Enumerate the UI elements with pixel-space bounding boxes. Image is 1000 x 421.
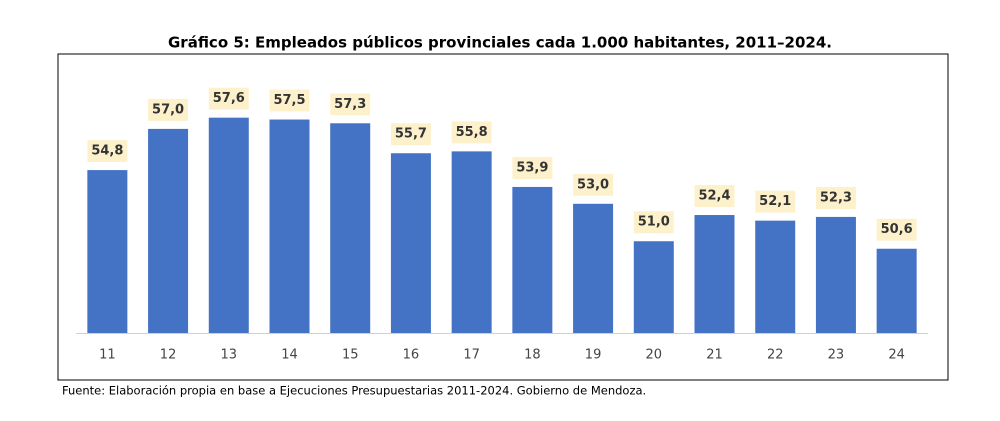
data-label-bg (512, 156, 553, 179)
bar (390, 153, 431, 333)
data-label: 55,7 (395, 127, 427, 142)
chart-title: Gráfico 5: Empleados públicos provincial… (168, 34, 832, 52)
data-label-bg (876, 218, 917, 241)
x-tick-label: 15 (342, 348, 359, 363)
bar (633, 241, 674, 333)
x-tick-label: 22 (767, 348, 784, 363)
x-tick-label: 17 (463, 348, 480, 363)
data-label-bg (755, 190, 796, 213)
x-tick-label: 11 (99, 348, 116, 363)
data-label-bg (573, 173, 614, 196)
bar (330, 123, 371, 333)
data-label-bg (694, 185, 735, 208)
data-label: 54,8 (91, 144, 123, 159)
x-tick-label: 12 (160, 348, 177, 363)
data-label: 52,3 (820, 190, 852, 205)
data-label-bg (269, 89, 310, 112)
data-label: 52,1 (759, 194, 791, 209)
bar (815, 216, 856, 333)
data-label: 57,5 (273, 93, 305, 108)
data-label-bg (815, 186, 856, 209)
bar (876, 248, 917, 333)
data-label: 51,0 (638, 215, 670, 230)
data-label-bg (633, 211, 674, 234)
x-tick-label: 19 (585, 348, 602, 363)
chart-frame (57, 53, 949, 381)
data-label: 53,0 (577, 177, 609, 192)
bar (512, 186, 553, 333)
data-label: 57,0 (152, 102, 184, 117)
data-label: 55,8 (456, 125, 488, 140)
bar (694, 215, 735, 333)
bar (87, 170, 128, 333)
data-label: 57,6 (213, 91, 245, 106)
data-label: 57,3 (334, 97, 366, 112)
x-tick-label: 23 (828, 348, 845, 363)
data-label-bg (390, 123, 431, 146)
x-tick-label: 24 (888, 348, 905, 363)
x-tick-label: 21 (706, 348, 723, 363)
x-tick-label: 16 (403, 348, 420, 363)
x-tick-label: 13 (221, 348, 238, 363)
data-label-bg (451, 121, 492, 144)
data-label: 53,9 (516, 160, 548, 175)
data-label: 50,6 (881, 222, 913, 237)
x-tick-label: 20 (646, 348, 663, 363)
x-tick-label: 18 (524, 348, 541, 363)
bar (755, 220, 796, 333)
x-tick-label: 14 (281, 348, 298, 363)
data-label-bg (330, 93, 371, 116)
bar (148, 128, 189, 333)
bar (208, 117, 249, 333)
source-note: Fuente: Elaboración propia en base a Eje… (62, 384, 646, 398)
bar (451, 151, 492, 333)
data-label-bg (87, 140, 128, 163)
data-label-bg (148, 98, 189, 121)
data-label: 52,4 (698, 189, 730, 204)
data-label-bg (208, 87, 249, 110)
bar (573, 203, 614, 333)
bar (269, 119, 310, 333)
